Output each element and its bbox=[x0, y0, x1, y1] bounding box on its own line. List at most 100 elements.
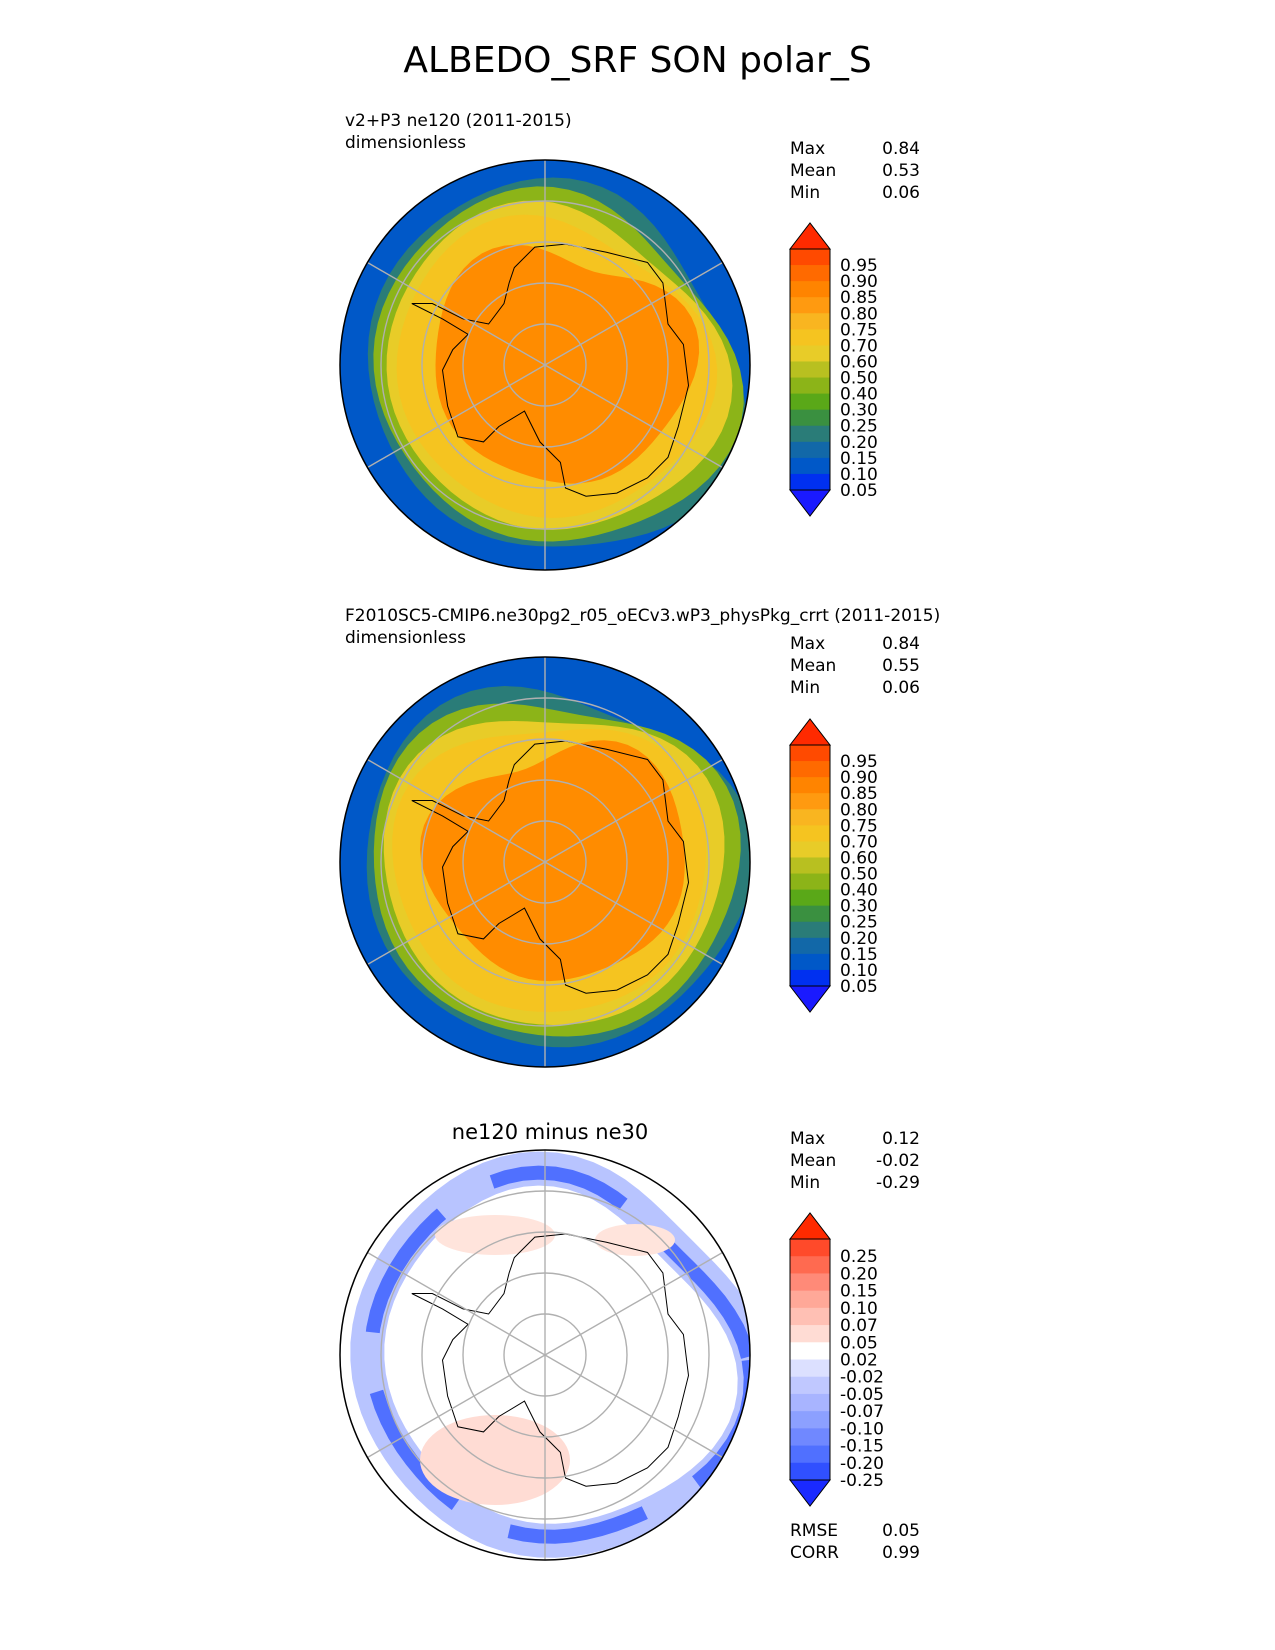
panel3-stat-min: Min -0.29 bbox=[790, 1173, 920, 1193]
panel3-stats: Max 0.12 Mean -0.02 Min -0.29 bbox=[790, 1128, 920, 1194]
colorbar-tick-label: 0.85 bbox=[840, 784, 878, 804]
meridian-300 bbox=[367, 1251, 546, 1356]
colorbar-segment bbox=[790, 809, 830, 826]
figure-title: ALBEDO_SRF SON polar_S bbox=[403, 40, 872, 81]
panel1-stat-min: Min 0.06 bbox=[790, 183, 920, 203]
colorbar-segment bbox=[790, 297, 830, 314]
map-border bbox=[339, 1149, 751, 1561]
colorbar-segment bbox=[790, 1445, 830, 1464]
graticule bbox=[367, 657, 723, 1067]
colorbar-extend-bottom bbox=[788, 985, 832, 1013]
panel3-stat-max: Max 0.12 bbox=[790, 1129, 920, 1149]
panel1-title-line1: v2+P3 ne120 (2011-2015) bbox=[345, 111, 572, 131]
region-ice-sheet-orange bbox=[420, 740, 685, 982]
panel1-stats: Max 0.84 Mean 0.53 Min 0.06 bbox=[790, 138, 920, 204]
colorbar-tick-label: 0.80 bbox=[840, 800, 878, 820]
colorbar-tick-label: 0.20 bbox=[840, 929, 878, 949]
meridian-240 bbox=[367, 861, 546, 966]
colorbar-tick-label: 0.25 bbox=[840, 417, 878, 437]
meridian-300 bbox=[367, 758, 546, 863]
colorbar-tick-label: 0.75 bbox=[840, 816, 878, 836]
colorbar-segment bbox=[790, 457, 830, 475]
colorbar-tick-label: 0.50 bbox=[840, 865, 878, 885]
panel1-title: v2+P3 ne120 (2011-2015) dimensionless bbox=[345, 110, 572, 154]
colorbar-extend-top bbox=[788, 222, 832, 250]
region-sea-ice-edge-negative bbox=[364, 1165, 750, 1544]
colorbar-segment bbox=[790, 409, 830, 427]
meridian-120 bbox=[544, 1354, 723, 1459]
colorbar-segment bbox=[790, 1290, 830, 1309]
colorbar-tick-label: 0.05 bbox=[840, 977, 878, 997]
panel2-stat-mean: Mean 0.55 bbox=[790, 656, 920, 676]
colorbar-segment bbox=[790, 441, 830, 459]
colorbar-tick-label: -0.02 bbox=[840, 1368, 884, 1388]
colorbar-2: 0.950.900.850.800.750.700.600.500.400.30… bbox=[788, 718, 878, 1013]
colorbar-segment bbox=[790, 1462, 830, 1481]
colorbar-tick-label: 0.25 bbox=[840, 1247, 878, 1267]
colorbar-tick-label: -0.07 bbox=[840, 1402, 884, 1422]
meridian-60 bbox=[544, 261, 723, 366]
meridian-60 bbox=[544, 758, 723, 863]
colorbar-segment bbox=[790, 265, 830, 282]
colorbar-segment bbox=[790, 745, 830, 762]
panel1-stat-mean: Mean 0.53 bbox=[790, 161, 920, 181]
region-weddell-positive bbox=[420, 1415, 570, 1505]
graticule bbox=[367, 1150, 723, 1560]
colorbar-segment bbox=[790, 937, 830, 955]
region-positive-patch-north bbox=[435, 1215, 555, 1255]
colorbar-tick-label: 0.15 bbox=[840, 449, 878, 469]
colorbar-segment bbox=[790, 1307, 830, 1326]
map-field bbox=[340, 1150, 750, 1560]
panel2-stat-max: Max 0.84 bbox=[790, 634, 920, 654]
region-positive-patch-ne bbox=[595, 1224, 675, 1256]
panel1-units: dimensionless bbox=[345, 133, 466, 153]
panel3-stat-mean: Mean -0.02 bbox=[790, 1151, 920, 1171]
meridian-240 bbox=[367, 1354, 546, 1459]
meridian-120 bbox=[544, 861, 723, 966]
colorbar-frame bbox=[789, 248, 831, 491]
colorbar-tick-label: 0.05 bbox=[840, 1333, 878, 1353]
colorbar-segment bbox=[790, 1411, 830, 1429]
colorbar-tick-label: 0.15 bbox=[840, 945, 878, 965]
colorbar-segment bbox=[790, 1376, 830, 1395]
map-border bbox=[339, 159, 751, 571]
colorbar-tick-label: 0.70 bbox=[840, 336, 878, 356]
colorbar-segment bbox=[790, 1256, 830, 1274]
map-field bbox=[340, 160, 750, 570]
colorbar-segment bbox=[790, 1239, 830, 1257]
colorbar-tick-label: 0.25 bbox=[840, 913, 878, 933]
colorbar-tick-label: -0.05 bbox=[840, 1385, 884, 1405]
colorbar-tick-label: 0.15 bbox=[840, 1282, 878, 1302]
colorbar-tick-label: 0.10 bbox=[840, 465, 878, 485]
panel3-extra-stats: RMSE 0.05 CORR 0.99 bbox=[790, 1520, 920, 1564]
colorbar-segment bbox=[790, 1273, 830, 1292]
map-border bbox=[339, 656, 751, 1068]
colorbar-tick-label: 0.40 bbox=[840, 881, 878, 901]
colorbar-segment bbox=[790, 777, 830, 794]
colorbar-extend-top bbox=[788, 718, 832, 746]
graticule bbox=[367, 160, 723, 570]
panel2-units: dimensionless bbox=[345, 628, 466, 648]
colorbar-frame bbox=[789, 744, 831, 987]
panel2-stat-min: Min 0.06 bbox=[790, 678, 920, 698]
colorbar-segment bbox=[790, 857, 830, 875]
colorbar-segment bbox=[790, 377, 830, 395]
colorbar-segment bbox=[790, 329, 830, 346]
panel3-stat-rmse: RMSE 0.05 bbox=[790, 1521, 920, 1541]
colorbar-segment bbox=[790, 1428, 830, 1447]
colorbar-tick-label: 0.50 bbox=[840, 369, 878, 389]
meridian-300 bbox=[367, 261, 546, 366]
meridian-120 bbox=[544, 364, 723, 469]
colorbar-tick-label: 0.07 bbox=[840, 1316, 878, 1336]
colorbar-tick-label: 0.10 bbox=[840, 1299, 878, 1319]
colorbar-tick-label: -0.15 bbox=[840, 1437, 884, 1457]
colorbar-3: 0.250.200.150.100.070.050.02-0.02-0.05-0… bbox=[788, 1212, 884, 1507]
panel3-stat-corr: CORR 0.99 bbox=[790, 1543, 920, 1563]
colorbar-segment bbox=[790, 1359, 830, 1378]
colorbar-tick-label: 0.30 bbox=[840, 897, 878, 917]
colorbar-segment bbox=[790, 761, 830, 778]
colorbar-tick-label: 0.20 bbox=[840, 1264, 878, 1284]
colorbar-tick-label: -0.25 bbox=[840, 1471, 884, 1491]
colorbar-segment bbox=[790, 953, 830, 971]
colorbar-segment bbox=[790, 1342, 830, 1360]
